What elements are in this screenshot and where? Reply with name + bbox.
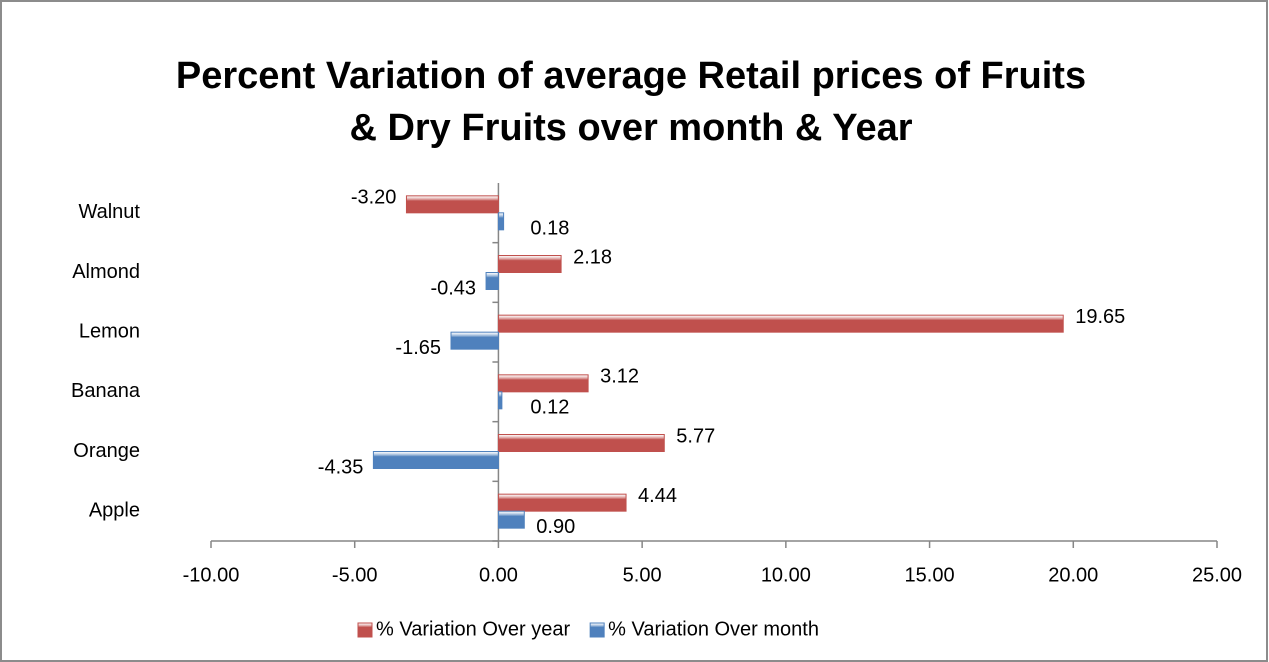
data-label: 0.12 (530, 397, 569, 419)
data-label: 3.12 (600, 366, 639, 388)
bar (497, 374, 589, 393)
bar (497, 391, 503, 410)
y-tick-label: Banana (71, 380, 141, 402)
bar (497, 493, 627, 512)
bar (497, 510, 525, 529)
data-label: 2.18 (573, 246, 612, 268)
data-label: -0.43 (430, 277, 476, 299)
data-label: -3.20 (351, 187, 397, 209)
legend-swatch (357, 622, 373, 638)
x-tick-label: -10.00 (183, 564, 240, 586)
chart-title: Percent Variation of average Retail pric… (176, 55, 1086, 97)
y-tick-label: Almond (72, 261, 140, 283)
bar (405, 195, 499, 214)
bar (485, 272, 499, 290)
bar (497, 212, 505, 231)
y-tick-label: Apple (89, 499, 140, 521)
data-label: -1.65 (395, 337, 441, 359)
y-tick-label: Orange (73, 440, 140, 462)
data-label: 19.65 (1075, 306, 1125, 328)
bar (497, 255, 562, 273)
x-tick-label: -5.00 (332, 564, 378, 586)
y-tick-label: Walnut (78, 201, 140, 223)
data-label: 5.77 (676, 425, 715, 447)
x-tick-label: 5.00 (623, 564, 662, 586)
x-tick-label: 10.00 (761, 564, 811, 586)
x-tick-label: 20.00 (1048, 564, 1098, 586)
x-tick-label: 25.00 (1192, 564, 1242, 586)
data-label: 0.18 (530, 218, 569, 240)
legend-label: % Variation Over month (608, 618, 819, 640)
bar (497, 314, 1064, 333)
x-tick-label: 0.00 (479, 564, 518, 586)
x-tick-label: 15.00 (905, 564, 955, 586)
bar (497, 434, 665, 452)
data-label: 0.90 (536, 516, 575, 538)
bar (372, 451, 499, 469)
legend-label: % Variation Over year (376, 618, 570, 640)
data-label: 4.44 (638, 485, 677, 507)
y-tick-label: Lemon (79, 320, 140, 342)
legend-swatch (589, 622, 605, 638)
chart-title: & Dry Fruits over month & Year (349, 107, 912, 149)
data-label: -4.35 (318, 456, 364, 478)
bar (450, 331, 499, 350)
